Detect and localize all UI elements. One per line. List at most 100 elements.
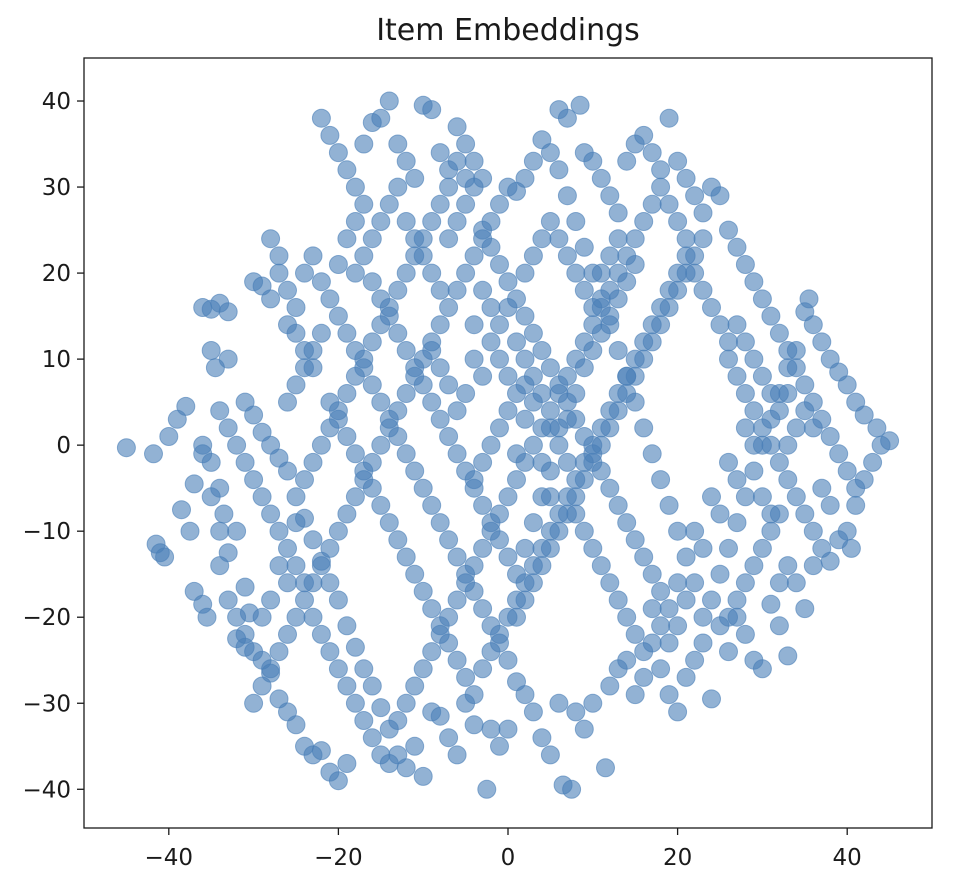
data-point	[549, 160, 569, 180]
data-point	[235, 624, 255, 644]
data-point	[473, 220, 493, 240]
data-point	[490, 194, 509, 214]
data-point	[532, 538, 552, 558]
y-tick-label: −10	[22, 519, 71, 545]
data-point	[252, 487, 272, 507]
y-tick-label: −30	[22, 691, 71, 717]
data-point	[854, 470, 874, 490]
data-point	[396, 693, 416, 713]
data-point	[303, 341, 323, 360]
data-point	[422, 599, 442, 619]
data-point	[507, 332, 526, 352]
data-point	[456, 667, 476, 687]
data-point	[617, 272, 637, 292]
data-point	[422, 263, 442, 283]
data-point	[473, 599, 493, 619]
data-point	[685, 263, 705, 283]
data-point	[498, 719, 518, 739]
data-point	[710, 564, 730, 584]
data-point	[803, 521, 823, 541]
data-point	[286, 375, 306, 395]
data-point	[379, 298, 399, 317]
data-point	[320, 538, 340, 558]
data-point	[218, 543, 238, 563]
data-point	[549, 693, 569, 713]
data-point	[710, 504, 730, 524]
data-point	[668, 151, 688, 171]
data-point	[752, 538, 772, 558]
data-point	[608, 590, 628, 610]
data-point	[439, 607, 459, 627]
data-point	[727, 513, 747, 533]
data-point	[523, 323, 543, 343]
data-point	[473, 538, 493, 558]
data-point	[430, 280, 450, 300]
data-point	[430, 194, 450, 214]
data-point	[820, 551, 840, 571]
data-point	[761, 306, 781, 326]
data-point	[413, 478, 433, 498]
data-point	[676, 547, 696, 567]
data-point	[837, 521, 857, 541]
data-point	[337, 754, 357, 773]
data-point	[328, 771, 348, 791]
data-point	[430, 513, 450, 533]
data-point	[447, 117, 467, 137]
data-point	[634, 642, 654, 662]
data-point	[863, 452, 883, 472]
data-point	[820, 495, 840, 515]
data-point	[184, 474, 204, 494]
data-point	[778, 384, 798, 403]
data-point	[566, 504, 586, 524]
data-point	[388, 134, 408, 154]
y-tick-label: 0	[56, 433, 71, 459]
data-point	[218, 590, 238, 610]
data-point	[608, 495, 628, 515]
data-point	[719, 332, 738, 352]
data-point	[252, 676, 272, 696]
data-point	[523, 435, 543, 455]
data-point	[396, 263, 416, 283]
data-point	[286, 556, 306, 576]
data-point	[778, 435, 798, 455]
data-point	[676, 667, 696, 687]
data-point	[498, 272, 518, 292]
data-point	[155, 547, 175, 567]
data-point	[362, 332, 382, 352]
data-point	[278, 280, 297, 300]
data-point	[625, 624, 645, 644]
data-point	[311, 435, 331, 455]
data-point	[820, 427, 840, 446]
data-point	[719, 642, 738, 662]
data-point	[439, 530, 459, 550]
data-point	[227, 607, 247, 627]
data-point	[481, 719, 501, 739]
data-point	[786, 573, 806, 593]
data-point	[507, 590, 526, 610]
data-point	[227, 521, 247, 541]
data-point	[540, 401, 560, 421]
data-point	[303, 452, 323, 472]
data-point	[320, 125, 340, 145]
data-point	[600, 478, 620, 498]
data-point	[702, 487, 721, 507]
data-point	[617, 151, 637, 171]
data-point	[413, 659, 433, 679]
data-point	[269, 246, 289, 266]
data-point	[354, 194, 374, 214]
data-point	[634, 667, 654, 687]
data-point	[362, 272, 382, 292]
data-point	[439, 229, 459, 249]
data-point	[303, 246, 323, 266]
data-point	[566, 263, 586, 283]
data-point	[473, 366, 493, 386]
data-point	[362, 676, 382, 696]
data-point	[422, 100, 442, 120]
data-point	[328, 143, 348, 163]
data-point	[837, 461, 857, 481]
data-point	[752, 418, 772, 438]
data-point	[430, 624, 450, 644]
data-point	[719, 220, 738, 240]
data-point	[396, 758, 416, 778]
data-point	[498, 607, 518, 627]
